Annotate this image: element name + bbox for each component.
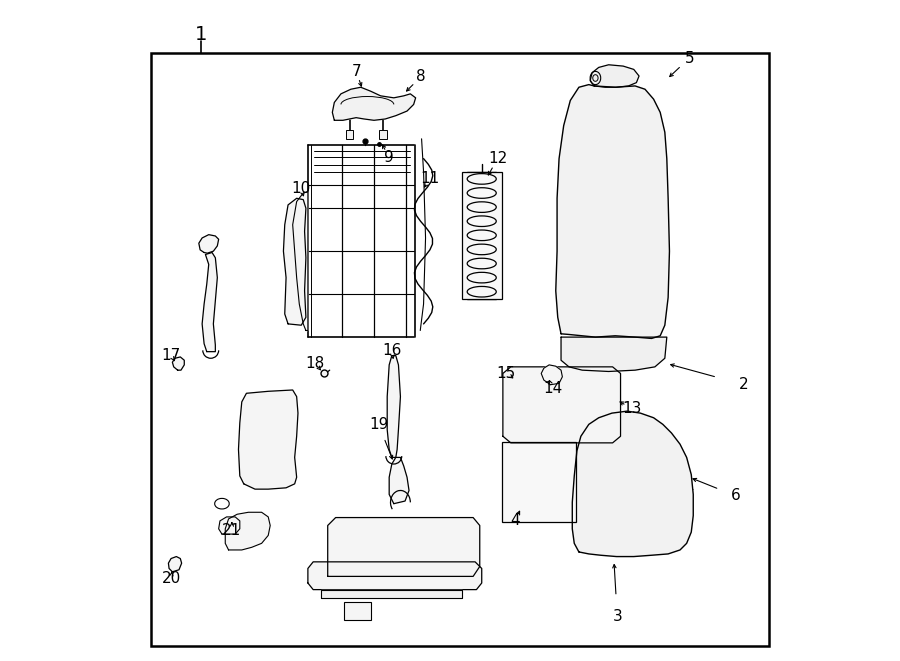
Polygon shape bbox=[321, 590, 462, 598]
Text: 4: 4 bbox=[510, 514, 519, 528]
Polygon shape bbox=[389, 457, 409, 504]
Text: 18: 18 bbox=[305, 356, 325, 371]
Polygon shape bbox=[292, 192, 308, 330]
Text: 17: 17 bbox=[161, 348, 181, 363]
Polygon shape bbox=[387, 356, 400, 457]
Text: 3: 3 bbox=[612, 609, 622, 623]
Polygon shape bbox=[308, 562, 482, 590]
Text: 16: 16 bbox=[382, 343, 401, 358]
Bar bbox=[462, 172, 501, 299]
Polygon shape bbox=[541, 365, 562, 385]
Bar bbox=[151, 53, 769, 646]
Polygon shape bbox=[572, 411, 693, 557]
Polygon shape bbox=[590, 65, 639, 87]
Polygon shape bbox=[225, 512, 270, 550]
Polygon shape bbox=[168, 557, 182, 572]
Text: 21: 21 bbox=[222, 523, 241, 537]
Text: 7: 7 bbox=[351, 64, 361, 79]
Polygon shape bbox=[202, 253, 217, 352]
Polygon shape bbox=[284, 198, 306, 325]
Bar bbox=[346, 130, 354, 139]
Text: 14: 14 bbox=[543, 381, 562, 396]
Text: 19: 19 bbox=[369, 417, 388, 432]
Text: 9: 9 bbox=[384, 150, 394, 165]
Text: 10: 10 bbox=[292, 181, 310, 196]
Text: 11: 11 bbox=[420, 171, 440, 186]
Polygon shape bbox=[219, 517, 239, 534]
Text: 15: 15 bbox=[497, 366, 516, 381]
Bar bbox=[501, 442, 576, 522]
Bar bbox=[379, 130, 386, 139]
Text: 12: 12 bbox=[488, 151, 508, 166]
Text: 2: 2 bbox=[739, 377, 749, 392]
Text: 13: 13 bbox=[622, 401, 642, 416]
Bar bbox=[344, 602, 371, 620]
Text: 8: 8 bbox=[416, 69, 426, 84]
Polygon shape bbox=[328, 518, 480, 576]
Text: 1: 1 bbox=[194, 25, 207, 44]
Polygon shape bbox=[556, 85, 670, 338]
Polygon shape bbox=[238, 390, 298, 489]
Polygon shape bbox=[332, 87, 416, 120]
Polygon shape bbox=[561, 337, 667, 371]
Polygon shape bbox=[503, 367, 620, 443]
Text: 6: 6 bbox=[731, 488, 741, 503]
Text: 5: 5 bbox=[685, 51, 694, 65]
Text: 20: 20 bbox=[161, 571, 181, 586]
Polygon shape bbox=[199, 235, 219, 253]
Polygon shape bbox=[173, 357, 184, 370]
